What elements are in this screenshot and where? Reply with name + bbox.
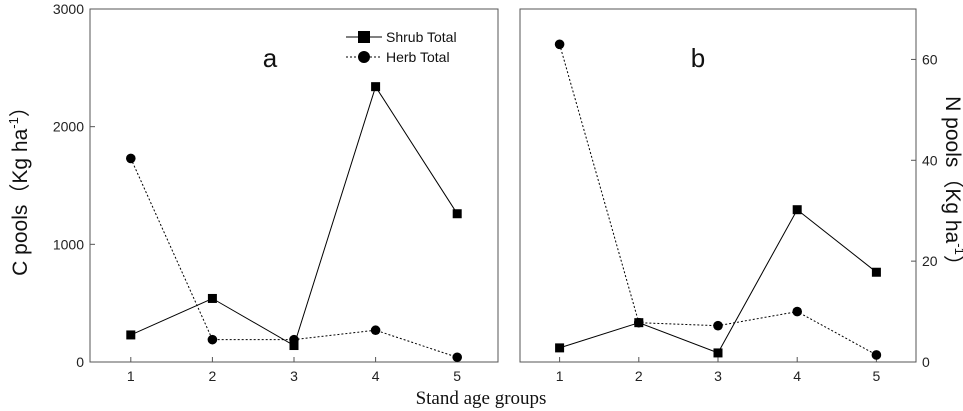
legend-herb-marker <box>358 51 370 63</box>
panel-b-y-title-sup: -1 <box>952 243 963 255</box>
panel-a-y-ticks: 0 1000 2000 3000 <box>53 1 95 370</box>
panel-a-herb-point <box>207 334 218 345</box>
panel-a-herb-point <box>289 334 299 345</box>
panel-b-herb-point <box>634 317 644 328</box>
panel-a-x-ticks: 1 2 3 4 5 <box>127 357 461 384</box>
panel-b-xtick-label: 1 <box>556 368 564 384</box>
panel-b-shrub-point <box>792 205 802 215</box>
panel-a-ytick-label: 3000 <box>53 1 84 17</box>
panel-b-y-ticks: 0 20 40 60 <box>911 51 938 370</box>
panel-b-herb-point <box>871 350 882 360</box>
panel-b-shrub-line <box>559 208 877 354</box>
panel-b-label: b <box>691 43 705 73</box>
panel-a-ytick-label: 2000 <box>53 119 84 135</box>
panel-b-ytick-label: 0 <box>922 354 930 370</box>
panel-a-shrub-point <box>371 82 381 92</box>
panel-a-shrub-point <box>207 293 217 303</box>
panel-a-shrub-line <box>130 85 458 347</box>
panel-a-series <box>126 82 463 363</box>
legend-herb-label: Herb Total <box>386 49 450 65</box>
panel-b-herb-point <box>554 39 565 50</box>
panel-b-y-title: N pools（Kg ha-1） <box>941 96 963 276</box>
panel-a-shrub-point <box>126 330 136 340</box>
panel-b-xtick-label: 2 <box>635 368 643 384</box>
panel-a-herb-line <box>130 158 458 358</box>
panel-b-herb-point <box>713 320 723 331</box>
panel-b-xtick-label: 5 <box>873 368 881 384</box>
legend-shrub-label: Shrub Total <box>386 29 457 45</box>
panel-a-y-title-main: C pools（Kg ha <box>9 128 32 275</box>
panel-a-y-title: C pools（Kg ha-1） <box>6 96 32 276</box>
legend: Shrub Total Herb Total <box>346 29 457 65</box>
panel-b-y-title-close: ） <box>941 255 963 276</box>
x-axis-title: Stand age groups <box>416 388 547 409</box>
panel-a-herb-point <box>126 153 136 164</box>
panel-a-xtick-label: 5 <box>453 368 461 384</box>
panel-b-y-title-main: N pools（Kg ha <box>941 96 963 243</box>
panel-a-xtick-label: 3 <box>290 368 298 384</box>
panel-b-shrub-point <box>713 348 723 358</box>
panel-a-ytick-label: 1000 <box>53 236 84 252</box>
svg-text:N pools（Kg ha-1）: N pools（Kg ha-1） <box>941 96 963 276</box>
panel-b-herb-point <box>792 306 802 317</box>
panel-b-xtick-label: 4 <box>793 368 801 384</box>
panel-a-shrub-point <box>452 209 462 219</box>
panel-a-herb-point <box>370 325 381 336</box>
panel-a-xtick-label: 1 <box>127 368 135 384</box>
panel-b-series <box>554 39 882 360</box>
panel-a-label: a <box>263 43 278 73</box>
panel-a-xtick-label: 2 <box>209 368 217 384</box>
panel-b-ytick-label: 60 <box>922 51 938 67</box>
panel-b-herb-line <box>559 44 877 356</box>
panel-a-y-title-sup: -1 <box>6 117 21 129</box>
panel-a-xtick-label: 4 <box>372 368 380 384</box>
panel-a-ytick-label: 0 <box>76 354 84 370</box>
panel-b-frame <box>519 8 917 363</box>
panel-a-herb-point <box>452 352 463 363</box>
svg-text:C pools（Kg ha-1）: C pools（Kg ha-1） <box>6 96 32 276</box>
panel-b: b N pools（Kg ha-1） 0 20 40 60 1 2 3 4 5 <box>519 8 963 384</box>
panel-b-ytick-label: 20 <box>922 253 938 269</box>
legend-shrub-marker <box>358 31 370 43</box>
panel-b-shrub-point <box>871 267 881 277</box>
panel-a-shrub-point <box>289 341 299 351</box>
panel-b-shrub-point <box>555 343 565 353</box>
panel-b-xtick-label: 3 <box>714 368 722 384</box>
panel-b-ytick-label: 40 <box>922 152 938 168</box>
panel-a: a C pools（Kg ha-1） 0 1000 2000 3000 1 2 3 4 5 S… <box>6 1 499 384</box>
panel-b-x-ticks: 1 2 3 4 5 <box>556 357 881 384</box>
panel-a-y-title-close: ） <box>9 96 32 117</box>
